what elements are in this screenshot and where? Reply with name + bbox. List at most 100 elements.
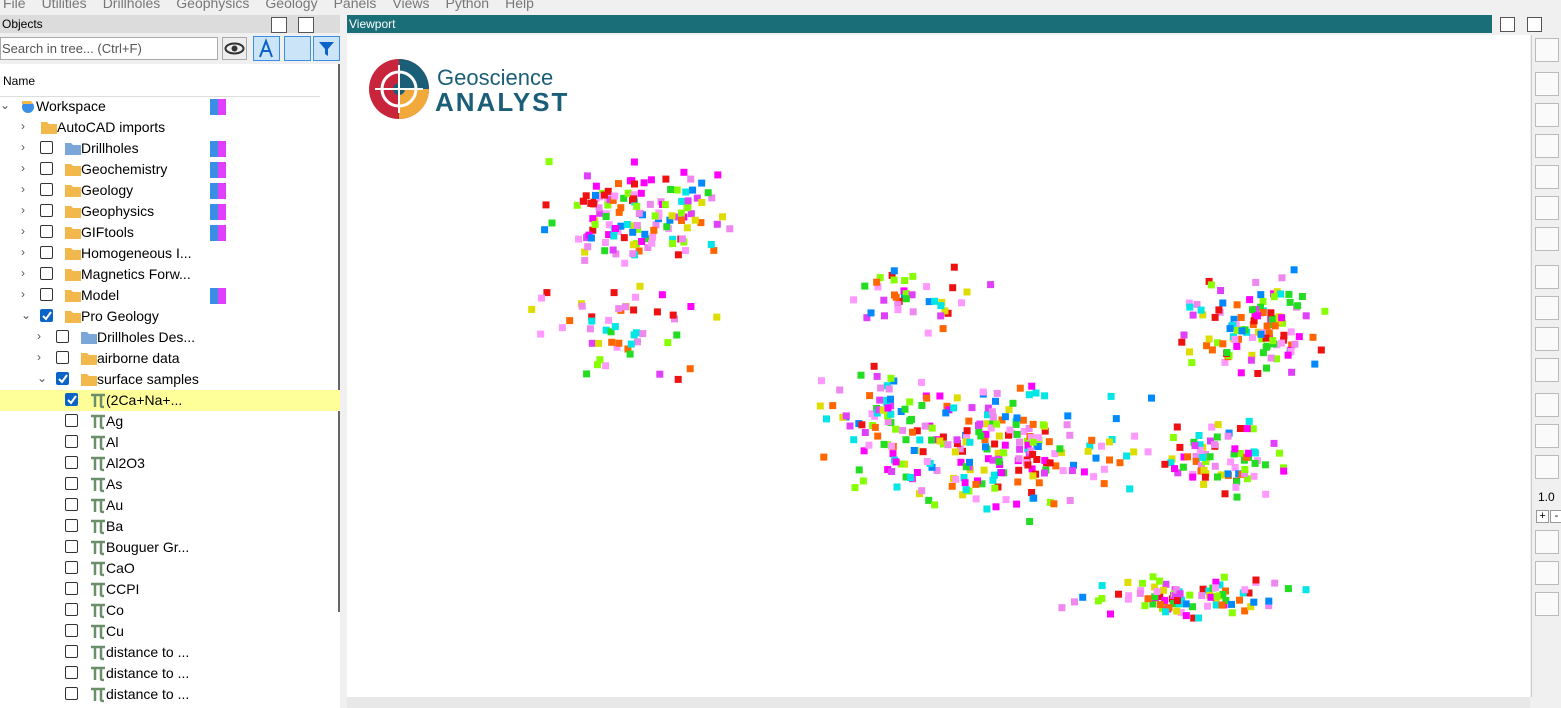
float-button[interactable] bbox=[1500, 17, 1515, 32]
checkbox[interactable] bbox=[40, 204, 53, 217]
menu-item[interactable]: Help bbox=[505, 0, 534, 11]
tree-row[interactable]: › Homogeneous I... bbox=[0, 243, 340, 264]
checkbox[interactable] bbox=[65, 456, 78, 469]
expand-arrow[interactable]: › bbox=[21, 119, 25, 133]
tree-row[interactable]: Co bbox=[0, 600, 340, 621]
checkbox[interactable] bbox=[65, 435, 78, 448]
checkbox[interactable] bbox=[40, 288, 53, 301]
zoom-out[interactable]: - bbox=[1550, 510, 1561, 523]
checkbox[interactable] bbox=[40, 225, 53, 238]
checkbox[interactable] bbox=[65, 540, 78, 553]
tree-row[interactable]: ⌄ Workspace bbox=[0, 96, 340, 117]
toolbar-button[interactable] bbox=[1535, 393, 1559, 417]
tree-row[interactable]: › GIFtools bbox=[0, 222, 340, 243]
tree-row[interactable]: › Geology bbox=[0, 180, 340, 201]
expand-arrow[interactable]: › bbox=[21, 287, 25, 301]
toolbar-button[interactable] bbox=[1535, 561, 1559, 585]
menu-item[interactable]: Python bbox=[445, 0, 490, 11]
tree-row[interactable]: distance to ... bbox=[0, 642, 340, 663]
toolbar-button[interactable] bbox=[1535, 530, 1559, 554]
menu-item[interactable]: Geophysics bbox=[176, 0, 250, 11]
expand-arrow[interactable]: › bbox=[37, 350, 41, 364]
tree-row[interactable]: Bouguer Gr... bbox=[0, 537, 340, 558]
tree-row[interactable]: Cu bbox=[0, 621, 340, 642]
expand-arrow[interactable]: › bbox=[21, 266, 25, 280]
toolbar-button[interactable] bbox=[1535, 103, 1559, 127]
toolbar-button[interactable] bbox=[1535, 196, 1559, 220]
tree-row[interactable]: › Geochemistry bbox=[0, 159, 340, 180]
tree-row[interactable]: CCPI bbox=[0, 579, 340, 600]
filter-button[interactable] bbox=[313, 36, 340, 61]
tree-row[interactable]: CaO bbox=[0, 558, 340, 579]
checkbox[interactable] bbox=[40, 162, 53, 175]
toolbar-button[interactable] bbox=[1535, 165, 1559, 189]
expand-arrow[interactable]: ⌄ bbox=[21, 308, 32, 322]
tree-row[interactable]: › AutoCAD imports bbox=[0, 117, 340, 138]
checkbox[interactable] bbox=[65, 393, 78, 406]
checkbox[interactable] bbox=[40, 183, 53, 196]
checkbox[interactable] bbox=[65, 603, 78, 616]
checkbox[interactable] bbox=[65, 477, 78, 490]
text-filter[interactable] bbox=[253, 36, 280, 61]
tree-row[interactable]: › Drillholes bbox=[0, 138, 340, 159]
maximize-button[interactable] bbox=[1527, 17, 1542, 32]
tree-row[interactable]: As bbox=[0, 474, 340, 495]
tree-row[interactable]: Au bbox=[0, 495, 340, 516]
expand-arrow[interactable]: › bbox=[21, 224, 25, 238]
tree-row[interactable]: Al2O3 bbox=[0, 453, 340, 474]
tree-row[interactable]: ⌄ Pro Geology bbox=[0, 306, 340, 327]
menu-item[interactable]: File bbox=[3, 0, 26, 11]
toolbar-button[interactable] bbox=[1535, 455, 1559, 479]
expand-arrow[interactable]: ⌄ bbox=[37, 371, 48, 385]
expand-arrow[interactable]: › bbox=[21, 182, 25, 196]
expand-arrow[interactable]: › bbox=[21, 245, 25, 259]
checkbox[interactable] bbox=[65, 414, 78, 427]
viewport-canvas[interactable]: Geoscience ANALYST bbox=[347, 35, 1530, 697]
tree-row[interactable]: distance to ... bbox=[0, 663, 340, 684]
checkbox[interactable] bbox=[40, 141, 53, 154]
close-button[interactable] bbox=[298, 17, 314, 33]
toolbar-button[interactable] bbox=[1535, 227, 1559, 251]
checkbox[interactable] bbox=[56, 330, 69, 343]
toolbar-button[interactable] bbox=[1535, 296, 1559, 320]
checkbox[interactable] bbox=[40, 246, 53, 259]
tree-row[interactable]: › Drillholes Des... bbox=[0, 327, 340, 348]
menu-item[interactable]: Utilities bbox=[41, 0, 87, 11]
scrollbar[interactable] bbox=[320, 64, 340, 708]
toolbar-button[interactable] bbox=[1535, 327, 1559, 351]
checkbox[interactable] bbox=[56, 351, 69, 364]
checkbox[interactable] bbox=[65, 687, 78, 700]
tree-row[interactable]: › Geophysics bbox=[0, 201, 340, 222]
tree-row[interactable]: Ba bbox=[0, 516, 340, 537]
toolbar-button[interactable] bbox=[1535, 592, 1559, 616]
menu-item[interactable]: Views bbox=[392, 0, 430, 11]
search-box[interactable]: Search in tree... (Ctrl+F) bbox=[0, 37, 218, 60]
expand-arrow[interactable]: ⌄ bbox=[0, 98, 11, 112]
zoom-in[interactable]: + bbox=[1536, 510, 1549, 523]
checkbox[interactable] bbox=[65, 624, 78, 637]
menu-item[interactable]: Panels bbox=[333, 0, 377, 11]
checkbox[interactable] bbox=[65, 561, 78, 574]
tree-row[interactable]: Ag bbox=[0, 411, 340, 432]
toolbar-button[interactable] bbox=[1535, 424, 1559, 448]
tree-row[interactable]: ⌄ surface samples bbox=[0, 369, 340, 390]
checkbox[interactable] bbox=[40, 309, 53, 322]
checkbox[interactable] bbox=[65, 666, 78, 679]
tree-row[interactable]: (2Ca+Na+... bbox=[0, 390, 340, 411]
toolbar-button[interactable] bbox=[1535, 38, 1559, 62]
float-button[interactable] bbox=[271, 17, 287, 33]
type-filter[interactable] bbox=[284, 36, 311, 61]
expand-arrow[interactable]: › bbox=[21, 140, 25, 154]
toolbar-button[interactable] bbox=[1535, 265, 1559, 289]
expand-arrow[interactable]: › bbox=[37, 329, 41, 343]
expand-arrow[interactable]: › bbox=[21, 203, 25, 217]
checkbox[interactable] bbox=[65, 645, 78, 658]
expand-arrow[interactable]: › bbox=[21, 161, 25, 175]
menu-item[interactable]: Geology bbox=[265, 0, 318, 11]
checkbox[interactable] bbox=[65, 519, 78, 532]
tree-row[interactable]: › airborne data bbox=[0, 348, 340, 369]
tree-row[interactable]: Al bbox=[0, 432, 340, 453]
toolbar-button[interactable] bbox=[1535, 134, 1559, 158]
tree-row[interactable]: › Magnetics Forw... bbox=[0, 264, 340, 285]
checkbox[interactable] bbox=[65, 582, 78, 595]
